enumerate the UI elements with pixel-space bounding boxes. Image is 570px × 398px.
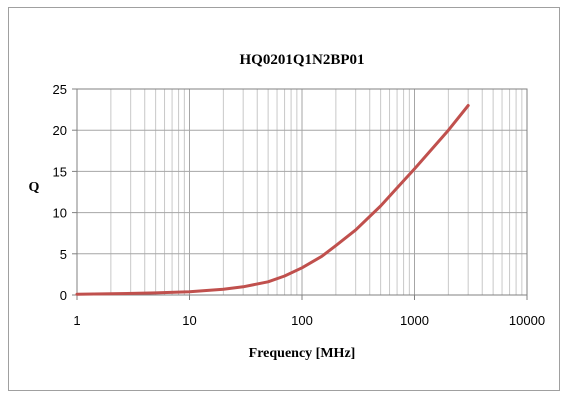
y-tick-label: 20	[53, 123, 67, 138]
y-tick-label: 0	[60, 288, 67, 303]
y-tick-label: 15	[53, 164, 67, 179]
x-axis-title: Frequency [MHz]	[249, 346, 356, 361]
x-tick-label: 100	[291, 313, 313, 328]
y-tick-labels: 0 5 10 15 20 25	[53, 82, 77, 303]
y-tick-label: 25	[53, 82, 67, 97]
x-tick-label: 10	[182, 313, 196, 328]
y-tick-label: 10	[53, 206, 67, 221]
x-tick-labels: 1 10 100 1000 10000	[73, 295, 545, 328]
x-tick-label: 1	[73, 313, 80, 328]
chart-title: HQ0201Q1N2BP01	[239, 52, 364, 68]
x-tick-label: 10000	[509, 313, 545, 328]
q-curve-line	[75, 104, 470, 296]
gridlines	[77, 88, 527, 296]
y-axis-title: Q	[29, 180, 40, 195]
x-tick-label: 1000	[400, 313, 429, 328]
y-tick-label: 5	[60, 247, 67, 262]
data-series	[75, 104, 470, 296]
